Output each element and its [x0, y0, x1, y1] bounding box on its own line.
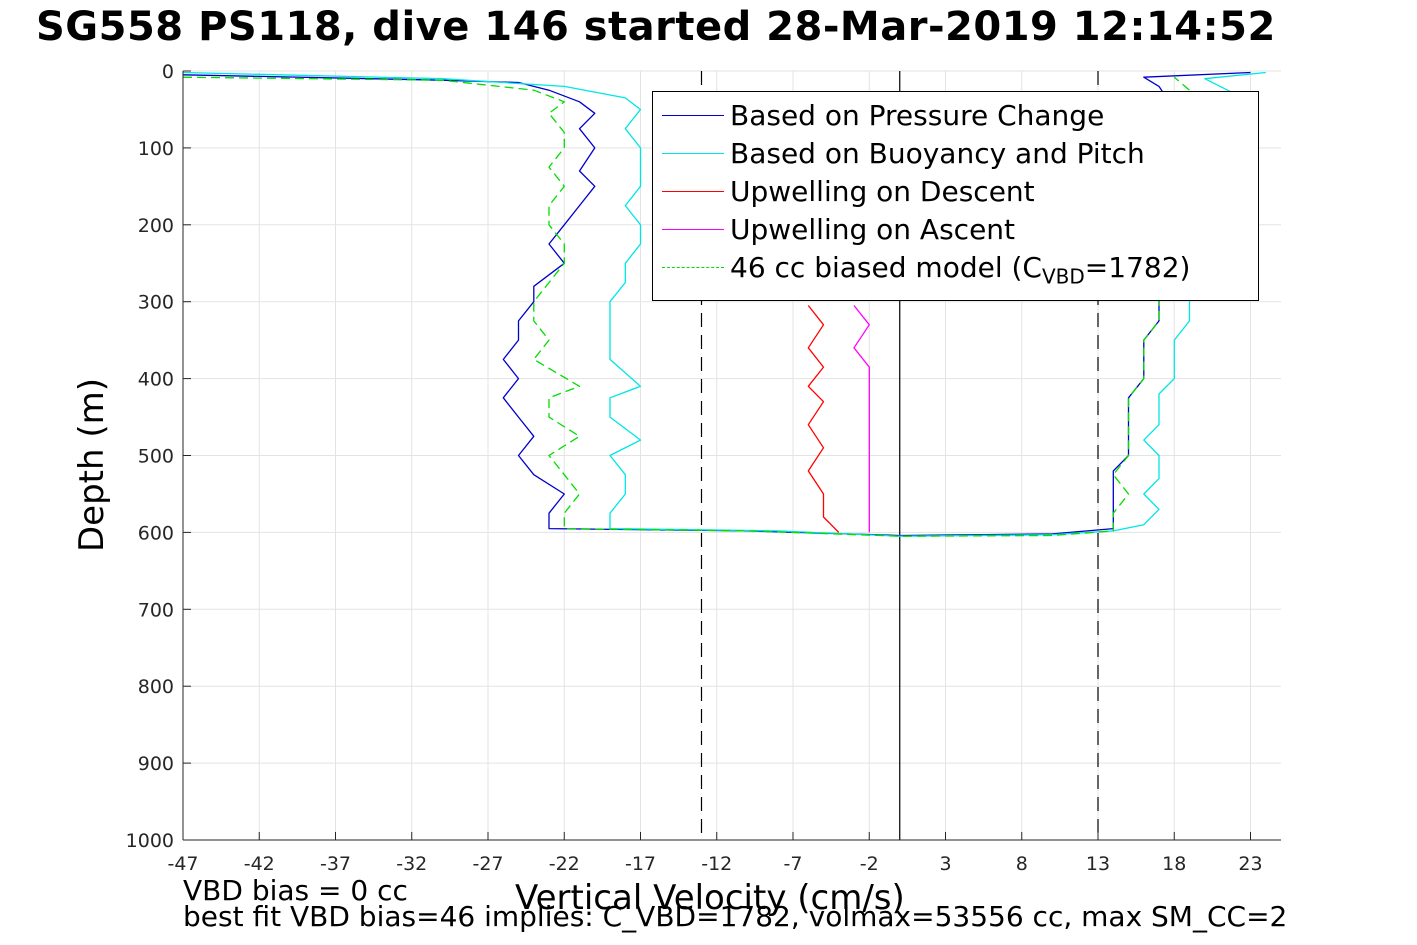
x-tick-label: -27 [472, 853, 503, 875]
y-tick-label: 200 [138, 215, 174, 237]
x-tick-label: -32 [396, 853, 427, 875]
legend-item-buoyancy-pitch: Based on Buoyancy and Pitch [653, 134, 1258, 172]
x-tick-label: -2 [860, 853, 879, 875]
x-tick-label: -12 [701, 853, 732, 875]
y-tick-label: 500 [138, 446, 174, 468]
legend-label: 46 cc biased model (CVBD=1782) [730, 251, 1190, 289]
y-axis-label: Depth (m) [72, 377, 112, 552]
legend-swatch [662, 191, 724, 192]
legend-item-pressure-change: Based on Pressure Change [653, 96, 1258, 134]
x-tick-label: 18 [1162, 853, 1186, 875]
legend-item-biased-model: 46 cc biased model (CVBD=1782) [653, 248, 1258, 289]
vbd-bias-note: VBD bias = 0 cc [183, 874, 408, 907]
legend-item-upwelling-descent: Upwelling on Descent [653, 172, 1258, 210]
x-tick-label: -37 [320, 853, 351, 875]
legend-label: Based on Pressure Change [730, 99, 1105, 132]
legend-label-suffix: =1782) [1084, 251, 1191, 284]
x-tick-label: -22 [549, 853, 580, 875]
y-tick-label: 900 [138, 753, 174, 775]
series-line-3 [853, 305, 870, 533]
best-fit-note: best fit VBD bias=46 implies: C_VBD=1782… [183, 900, 1288, 933]
x-tick-label: 8 [1016, 853, 1028, 875]
legend-label: Based on Buoyancy and Pitch [730, 137, 1145, 170]
chart-title: SG558 PS118, dive 146 started 28-Mar-201… [36, 4, 1276, 50]
y-tick-label: 300 [138, 292, 174, 314]
x-tick-label: -7 [784, 853, 803, 875]
series-line-2 [807, 305, 840, 533]
x-tick-label: 13 [1086, 853, 1110, 875]
legend-swatch [662, 229, 724, 230]
x-tick-label: 23 [1238, 853, 1262, 875]
x-tick-label: 3 [939, 853, 951, 875]
y-tick-label: 700 [138, 599, 174, 621]
y-tick-label: 400 [138, 369, 174, 391]
legend-swatch [662, 267, 724, 268]
x-tick-label: -42 [244, 853, 275, 875]
y-tick-label: 600 [138, 522, 174, 544]
y-tick-label: 800 [138, 676, 174, 698]
legend-label: Upwelling on Descent [730, 175, 1035, 208]
legend-label: Upwelling on Ascent [730, 213, 1016, 246]
series-line-4 [182, 76, 1191, 537]
legend-label-subscript: VBD [1041, 264, 1085, 289]
y-tick-label: 100 [138, 138, 174, 160]
legend-item-upwelling-ascent: Upwelling on Ascent [653, 210, 1258, 248]
legend: Based on Pressure Change Based on Buoyan… [652, 91, 1259, 301]
x-tick-label: -47 [167, 853, 198, 875]
x-tick-label: -17 [625, 853, 656, 875]
legend-swatch [662, 153, 724, 154]
y-tick-label: 0 [162, 61, 174, 83]
y-tick-label: 1000 [126, 830, 174, 852]
x-axis-label: Vertical Velocity (cm/s) [515, 878, 905, 918]
legend-label-prefix: 46 cc biased model (C [730, 251, 1042, 284]
legend-swatch [662, 115, 724, 116]
